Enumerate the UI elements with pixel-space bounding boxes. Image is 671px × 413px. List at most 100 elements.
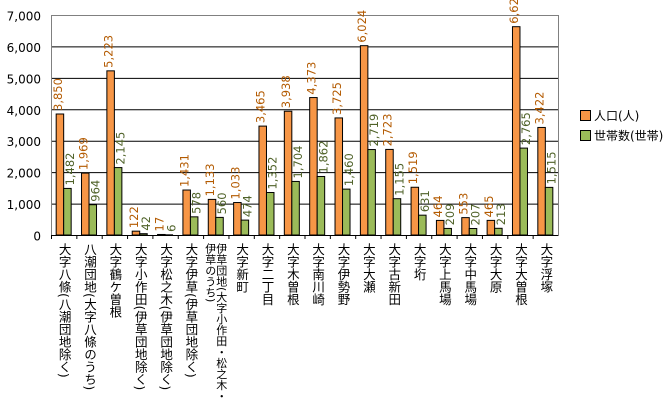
- x-category-label: 大字浮塚: [538, 243, 554, 293]
- x-category-label: 大字大瀬: [360, 243, 376, 293]
- x-category-label: 大字新町: [234, 243, 250, 293]
- data-label: 465: [482, 195, 496, 217]
- data-label: 1,033: [228, 167, 242, 200]
- bar-population: [410, 186, 420, 236]
- data-label: 6: [164, 224, 178, 231]
- data-label: 3,465: [254, 90, 268, 123]
- data-label: 2,765: [519, 112, 533, 145]
- y-tick-label: 6,000: [7, 41, 41, 55]
- bar-population: [334, 117, 344, 236]
- data-label: 6,024: [355, 10, 369, 43]
- bar-households: [139, 233, 148, 236]
- x-category-label: 大字中馬場: [462, 243, 478, 306]
- bar-households: [418, 214, 427, 236]
- legend-item-households: 世帯数(世帯): [580, 127, 663, 144]
- x-category-label: 大字南川崎: [310, 243, 326, 306]
- data-label: 3,850: [51, 78, 65, 111]
- data-label: 631: [418, 190, 432, 212]
- data-label: 209: [443, 203, 457, 225]
- bar-households: [240, 219, 250, 236]
- data-label: 17: [152, 217, 166, 232]
- x-category-label: 大字垳: [411, 243, 427, 281]
- y-tick-label: 7,000: [7, 10, 41, 24]
- bar-population: [309, 97, 318, 236]
- legend-label-population: 人口(人): [594, 109, 640, 123]
- x-category-label: 大字小作田(伊草団地除く): [132, 243, 148, 391]
- data-label: 1,431: [178, 154, 192, 187]
- data-label: 1,482: [63, 152, 77, 185]
- bar-households: [443, 227, 452, 236]
- bar-population: [511, 26, 521, 236]
- bar-population: [157, 233, 166, 236]
- bar-population: [461, 217, 470, 236]
- bar-households: [342, 188, 351, 236]
- data-label: 2,145: [114, 132, 128, 165]
- data-label: 42: [139, 216, 153, 231]
- bar-population: [486, 219, 496, 236]
- data-label: 122: [127, 206, 141, 228]
- data-label: 213: [494, 203, 508, 225]
- bar-households: [494, 227, 503, 236]
- legend-swatch-households: [580, 130, 591, 141]
- data-label: 3,938: [279, 75, 293, 108]
- data-label: 578: [190, 192, 204, 214]
- data-label: 464: [431, 195, 445, 217]
- data-label: 964: [88, 180, 102, 202]
- x-category-label: 大字木曽根: [284, 243, 300, 306]
- bar-population: [258, 125, 267, 236]
- x-category-label: 大字鶴ケ曽根: [107, 243, 123, 318]
- bar-households: [519, 147, 528, 236]
- bar-households: [63, 187, 72, 236]
- y-tick-label: 3,000: [7, 135, 41, 149]
- x-category-label: 大字松之木(伊草団地除く): [158, 243, 174, 391]
- data-label: 1,969: [76, 137, 90, 170]
- y-tick-label: 4,000: [7, 104, 41, 118]
- data-label: 560: [215, 192, 229, 214]
- data-label: 2,719: [367, 114, 381, 147]
- data-label: 1,133: [203, 163, 217, 196]
- bar-households: [189, 216, 199, 236]
- bar-population: [81, 172, 90, 236]
- bar-population: [55, 113, 65, 236]
- data-label: 1,352: [266, 157, 280, 190]
- bar-population: [233, 202, 242, 236]
- data-label: 2,723: [380, 113, 394, 146]
- y-tick-label: 2,000: [7, 167, 41, 181]
- data-label: 207: [469, 204, 483, 226]
- y-tick-label: 5,000: [7, 72, 41, 86]
- bar-population: [435, 219, 445, 236]
- bar-households: [291, 180, 300, 236]
- bar-population: [359, 45, 369, 236]
- x-category-label: 大字伊草(伊草団地除く): [183, 243, 199, 378]
- x-category-label: 大字古新田: [386, 243, 402, 306]
- x-category-label: 八潮団地(大字八條のうち): [82, 243, 98, 391]
- data-label: 474: [240, 195, 254, 217]
- bar-households: [88, 204, 98, 236]
- legend-swatch-population: [580, 110, 591, 121]
- bar-population: [131, 230, 141, 236]
- bar-population: [182, 189, 191, 236]
- bar-population: [385, 148, 394, 236]
- bar-households: [468, 227, 478, 236]
- bar-households: [367, 149, 376, 236]
- bar-households: [316, 175, 326, 236]
- data-label: 1,515: [545, 151, 559, 184]
- data-label: 1,460: [342, 153, 356, 186]
- x-category-label: 大字上馬場: [436, 243, 452, 306]
- x-category-label: 大字大原: [487, 243, 503, 293]
- bar-population: [283, 110, 293, 236]
- x-category-label: 大字伊勢野: [335, 243, 351, 306]
- bar-population: [106, 70, 115, 236]
- data-label: 1,862: [316, 141, 330, 174]
- x-category-label: 大字八條(八潮団地除く): [56, 243, 72, 378]
- data-label: 1,704: [291, 146, 305, 179]
- y-tick-label: 0: [33, 230, 41, 244]
- data-label: 553: [457, 193, 471, 215]
- x-category-label: 大字二丁目: [259, 243, 275, 306]
- data-label: 6,628: [507, 0, 521, 24]
- bar-households: [265, 192, 275, 236]
- bar-households: [392, 198, 402, 236]
- bar-population: [537, 126, 546, 236]
- data-label: 4,373: [304, 62, 318, 95]
